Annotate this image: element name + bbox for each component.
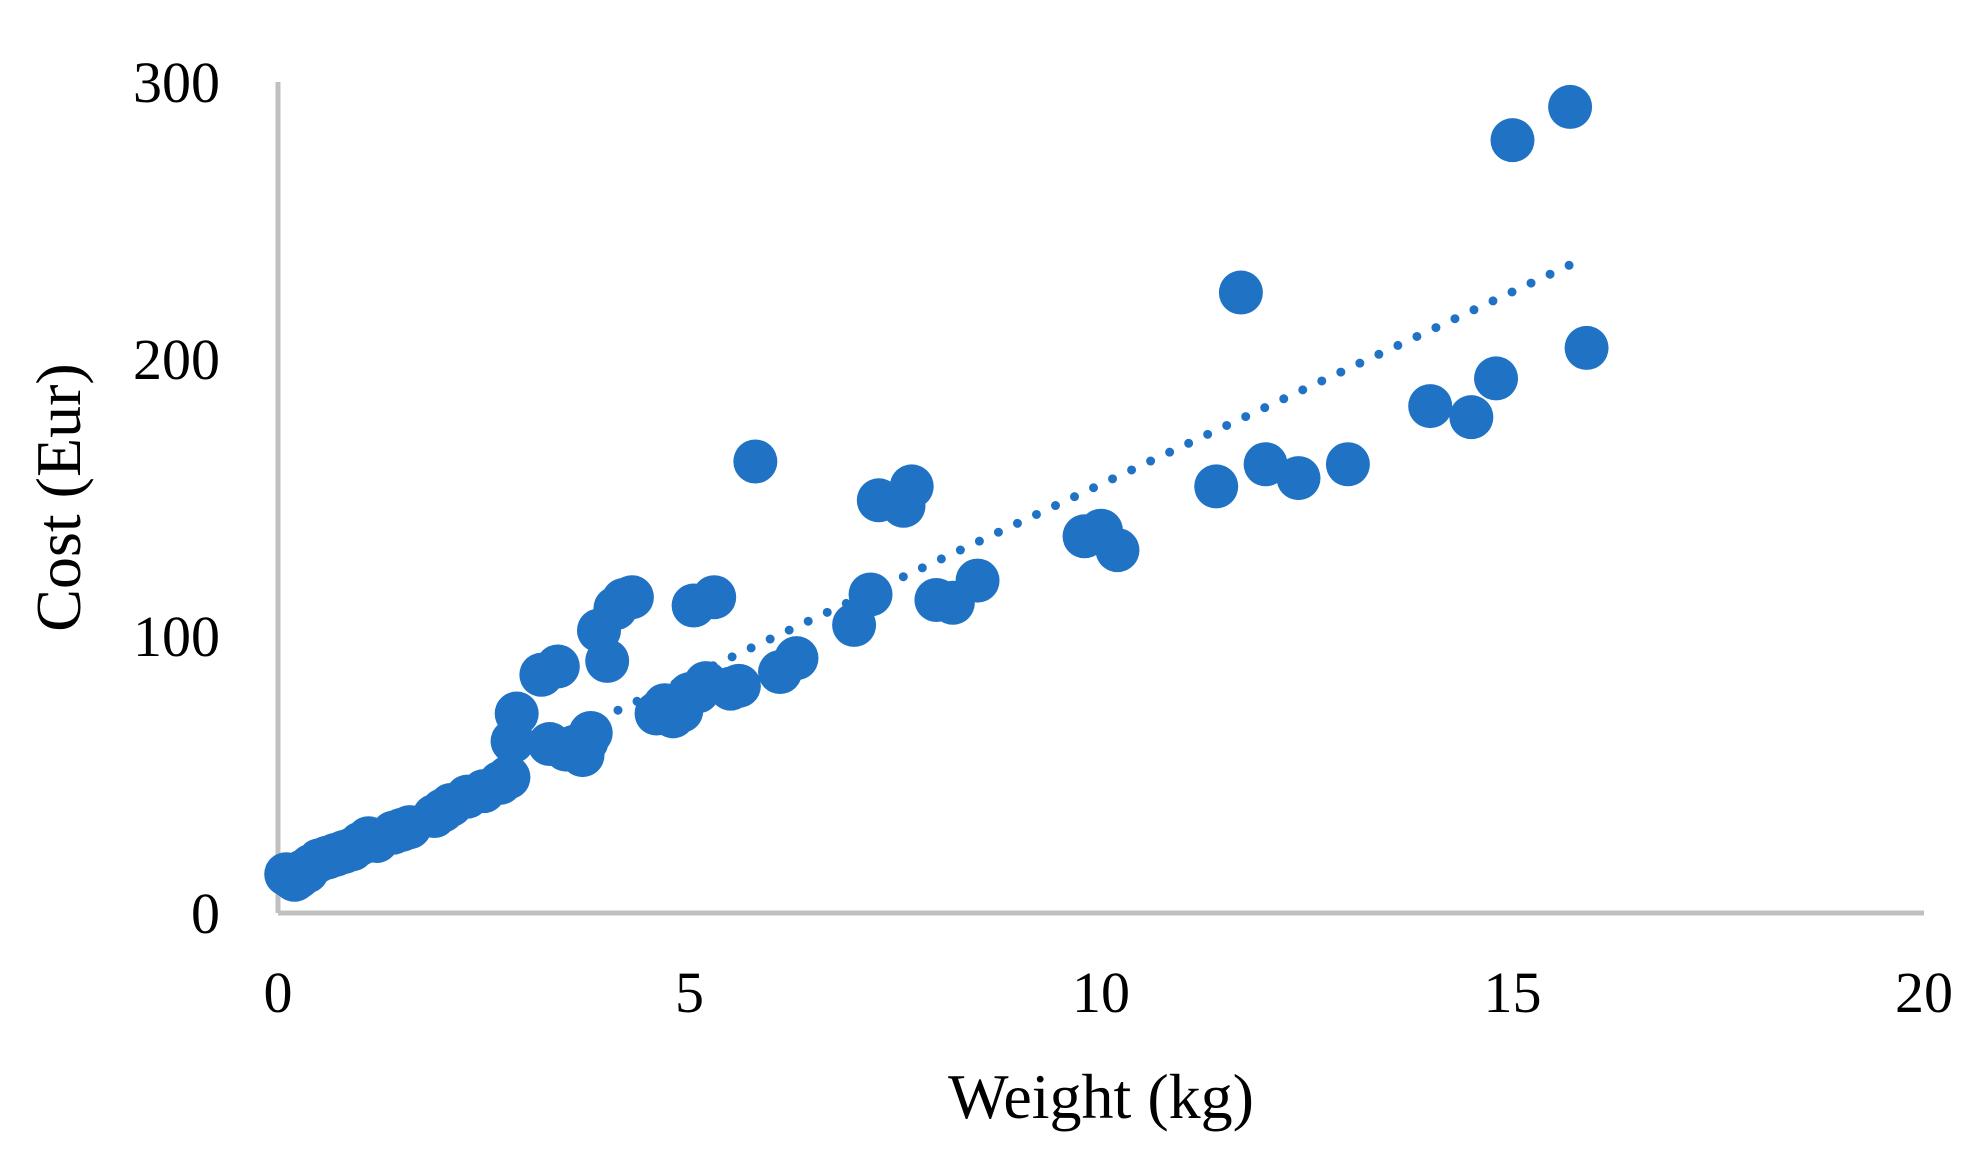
data-point [1474, 356, 1519, 401]
x-tick-label: 0 [264, 960, 293, 1025]
y-tick-label: 100 [133, 604, 220, 669]
y-tick-label: 300 [133, 50, 220, 115]
data-point [1408, 384, 1453, 429]
data-point [1548, 84, 1593, 129]
data-point [486, 755, 531, 800]
data-point [585, 638, 630, 683]
y-axis-title: Cost (Eur) [23, 363, 94, 631]
data-point [1218, 270, 1263, 315]
data-point [716, 663, 761, 708]
x-tick-label: 5 [675, 960, 704, 1025]
data-point [1490, 118, 1535, 163]
data-point [955, 558, 1000, 603]
data-point [1194, 464, 1239, 509]
data-point [774, 636, 819, 681]
data-point [848, 572, 893, 617]
data-point [535, 644, 580, 689]
data-point [1276, 456, 1321, 501]
data-point [692, 575, 737, 620]
data-point [494, 691, 539, 736]
data-points [264, 84, 1609, 902]
x-tick-label: 10 [1072, 960, 1130, 1025]
axes [275, 82, 1924, 916]
data-point [733, 439, 778, 484]
data-point [609, 575, 654, 620]
y-tick-label: 200 [133, 327, 220, 392]
data-point [1095, 528, 1140, 573]
data-point [1325, 442, 1370, 487]
x-tick-label: 15 [1484, 960, 1542, 1025]
y-tick-labels: 0 100 200 300 [133, 50, 220, 946]
data-point [1564, 325, 1609, 370]
data-point [889, 464, 934, 509]
x-axis-title: Weight (kg) [948, 1061, 1254, 1132]
x-tick-label: 20 [1895, 960, 1953, 1025]
y-tick-label: 0 [191, 881, 220, 946]
data-point [1243, 442, 1288, 487]
data-point [1449, 395, 1494, 440]
trendline [594, 260, 1575, 724]
data-point [568, 710, 613, 755]
x-tick-labels: 0 5 10 15 20 [264, 960, 1954, 1025]
trendline-group [594, 260, 1575, 724]
